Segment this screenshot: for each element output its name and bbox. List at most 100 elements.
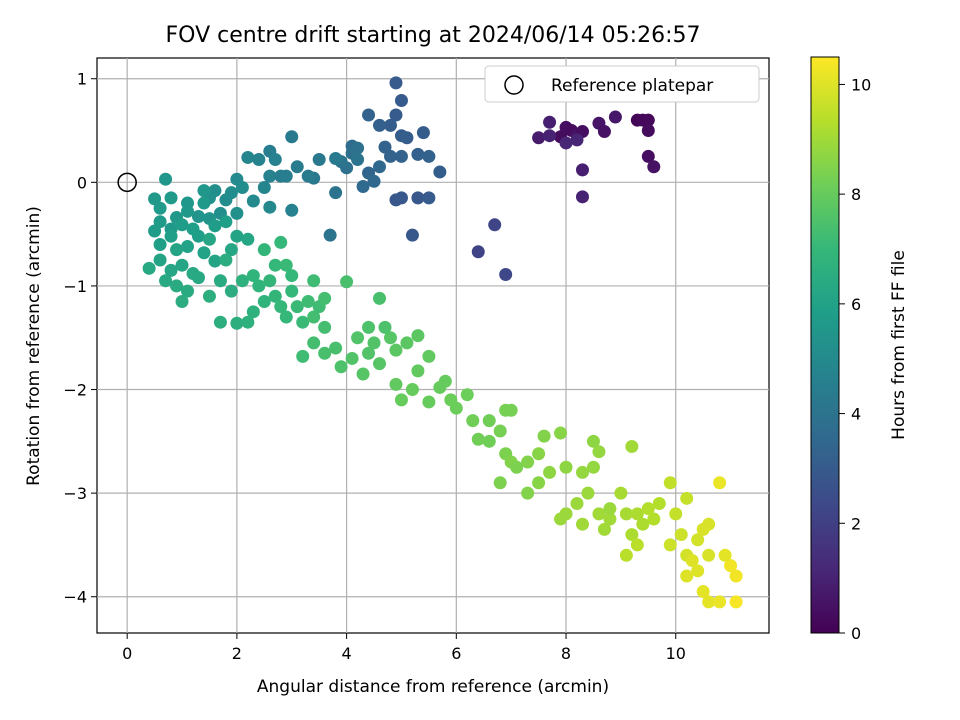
data-point [411,191,425,205]
data-point [340,275,354,289]
data-point [356,179,370,193]
data-point [318,291,332,305]
data-point [274,300,288,314]
data-point [148,192,162,206]
data-point [680,491,694,505]
colorbar-tick-label: 6 [851,295,861,314]
data-point [323,228,337,242]
data-point [663,476,677,490]
data-point [246,269,260,283]
data-point [318,320,332,334]
data-point [575,190,589,204]
colorbar-tick-label: 10 [851,75,871,94]
data-point [641,124,655,138]
data-point [422,149,436,163]
data-point [241,232,255,246]
data-point [268,258,282,272]
data-point [334,360,348,374]
data-point [411,329,425,343]
data-point [521,486,535,500]
reference-platepar-marker [117,172,137,193]
data-point [636,517,650,531]
data-point [663,538,677,552]
data-point [537,429,551,443]
data-point [652,496,666,510]
data-point [307,336,321,350]
data-point [389,76,403,90]
data-point [235,181,249,195]
data-point [696,585,710,599]
legend-box [484,65,760,103]
data-point [285,130,299,144]
data-point [378,320,392,334]
data-point [394,93,408,107]
data-point [367,174,381,188]
data-point [482,434,496,448]
data-point [597,522,611,536]
data-point [208,254,222,268]
x-axis-ticks: 0 2 4 6 8 10 [122,633,686,663]
data-point [373,118,387,132]
data-point [394,393,408,407]
data-point [191,210,205,224]
data-point [543,465,557,479]
x-tick-label: 6 [451,644,461,663]
data-point [641,113,655,127]
data-point [263,169,277,183]
colorbar: 0 2 4 6 8 10 Hours from first FF file [810,56,909,643]
data-point [148,224,162,238]
y-tick-label: −4 [63,588,87,607]
data-point [389,377,403,391]
data-point [290,160,304,174]
data-point [202,289,216,303]
data-point [669,507,683,521]
data-point [164,191,178,205]
data-point [252,279,266,293]
data-point [554,512,568,526]
data-point [290,300,304,314]
data-point [235,274,249,288]
data-point [389,108,403,122]
data-point [197,196,211,210]
data-point [241,315,255,329]
data-point [230,229,244,243]
data-point [460,388,474,402]
data-point [702,595,716,609]
data-point [307,274,321,288]
data-point [592,507,606,521]
data-point [301,169,315,183]
data-point [312,153,326,167]
data-point [268,289,282,303]
data-point [257,294,271,308]
data-point [351,141,365,155]
colorbar-ticks: 0 2 4 6 8 10 [839,75,871,643]
data-point [246,194,260,208]
data-point [257,243,271,257]
data-point [586,434,600,448]
data-point [400,336,414,350]
data-point [224,284,238,298]
data-point [400,131,414,145]
data-point [274,235,288,249]
data-point [170,243,184,257]
x-tick-label: 10 [666,644,686,663]
data-point [718,548,732,562]
data-point [373,160,387,174]
data-point [647,160,661,174]
data-point [329,186,343,200]
data-point [181,240,195,254]
colorbar-tick-label: 2 [851,514,861,533]
data-point [175,258,189,272]
data-point [230,316,244,330]
data-point [543,129,557,143]
data-point [586,460,600,474]
data-point [394,191,408,205]
data-point [405,383,419,397]
data-point [268,153,282,167]
data-point [181,204,195,218]
data-point [197,184,211,198]
data-point [252,153,266,167]
data-point [307,310,321,324]
data-point [471,432,485,446]
